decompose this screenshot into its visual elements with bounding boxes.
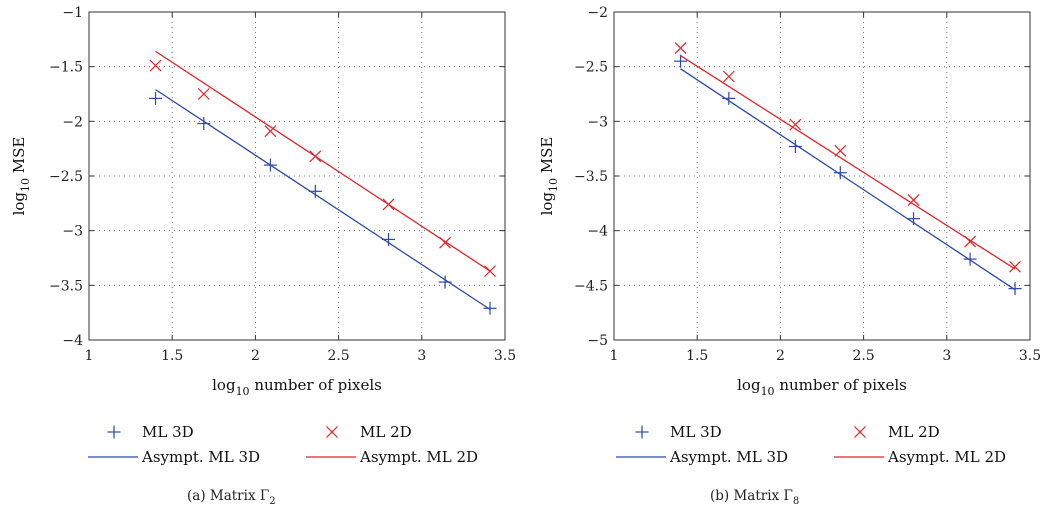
x-tick-label: 1 [610,348,619,364]
legend-label: Asympt. ML 2D [359,448,478,466]
legend-label: ML 2D [360,423,412,441]
caption-text: (b) Matrix Γ [710,488,793,504]
legend-item: Asympt. ML 2D [834,448,1006,466]
legend-item: Asympt. ML 2D [306,448,478,466]
legend-item: Asympt. ML 3D [88,448,260,466]
x-tick-label: 3.5 [1019,348,1041,364]
y-tick-label: −4.5 [574,278,608,294]
caption-text: (a) Matrix Γ [187,488,269,504]
caption-subscript: 2 [269,496,275,507]
ylabel-suffix: MSE [10,137,28,178]
legend-label: Asympt. ML 3D [669,448,788,466]
legend-marker-swatch [854,426,866,438]
series-line-asympt-ml-3d [155,89,491,310]
legend-marker-swatch [635,425,649,439]
xlabel-subscript: 10 [761,385,775,398]
panel-caption: (a) Matrix Γ2 [187,488,276,507]
data-point-ml-2d [197,88,210,100]
data-point-ml-2d [674,42,687,55]
data-point-ml-2d [907,194,920,206]
y-tick-label: −2 [587,5,608,21]
data-point-ml-3d [833,166,847,180]
y-axis-label: log10 MSE [538,137,560,216]
xlabel-suffix: number of pixels [250,376,382,394]
data-point-ml-3d [788,139,802,153]
data-point-ml-3d [674,54,688,68]
legend-marker-swatch [107,425,121,439]
ylabel-prefix: log [10,192,28,216]
y-tick-label: −3.5 [49,278,83,294]
legend-marker-swatch [326,426,338,438]
legend-item: ML 3D [635,423,722,441]
data-point-ml-2d [264,125,277,138]
x-tick-label: 3 [942,348,951,364]
ylabel-prefix: log [538,192,556,216]
legend-item: ML 2D [326,423,412,441]
legend-item: ML 3D [107,423,194,441]
y-tick-label: −3.5 [574,169,608,185]
xlabel-suffix: number of pixels [775,376,907,394]
ylabel-subscript: 10 [547,178,560,192]
caption-subscript: 8 [793,496,799,507]
xlabel-subscript: 10 [236,385,250,398]
legend-label: ML 3D [670,423,722,441]
y-tick-label: −4 [587,224,608,240]
data-point-ml-2d [1009,260,1021,273]
y-tick-label: −2.5 [574,60,608,76]
y-tick-label: −1.5 [49,60,83,76]
y-axis-label: log10 MSE [10,137,32,216]
x-axis-label: log10 number of pixels [737,376,907,398]
legend-label: Asympt. ML 3D [141,448,260,466]
legend-item: ML 2D [854,423,940,441]
y-tick-label: −2 [62,114,83,130]
legend: ML 3D ML 2D Asympt. ML 3D Asympt. ML 2D [88,423,478,466]
data-point-ml-3d [1008,282,1022,296]
xlabel-prefix: log [212,376,236,394]
data-point-ml-2d [722,70,735,83]
ylabel-subscript: 10 [19,178,32,192]
data-point-ml-3d [149,91,163,105]
ylabel-suffix: MSE [538,137,556,178]
legend-label: ML 2D [888,423,940,441]
data-point-ml-2d [149,59,162,72]
x-tick-label: 1.5 [161,348,183,364]
x-axis-label: log10 number of pixels [212,376,382,398]
series-line-asympt-ml-3d [680,68,1016,291]
x-tick-label: 2 [251,348,260,364]
xlabel-prefix: log [737,376,761,394]
legend-item: Asympt. ML 3D [616,448,788,466]
panel-caption: (b) Matrix Γ8 [710,488,799,507]
y-tick-label: −3 [587,114,608,130]
x-tick-label: 2.5 [852,348,874,364]
legend-label: Asympt. ML 2D [887,448,1006,466]
data-point-ml-2d [789,118,802,131]
legend: ML 3D ML 2D Asympt. ML 3D Asympt. ML 2D [616,423,1006,466]
x-tick-label: 3.5 [494,348,516,364]
y-tick-label: −5 [587,333,608,349]
y-tick-label: −4 [62,333,83,349]
y-tick-label: −2.5 [49,169,83,185]
x-tick-label: 2.5 [327,348,349,364]
x-tick-label: 2 [776,348,785,364]
x-tick-label: 1.5 [686,348,708,364]
y-tick-label: −1 [62,5,83,21]
data-point-ml-3d [963,252,977,266]
legend-label: ML 3D [142,423,194,441]
data-point-ml-3d [483,301,497,315]
x-tick-label: 1 [85,348,94,364]
series-line-asympt-ml-2d [680,55,1016,270]
series-line-asympt-ml-2d [155,50,491,272]
x-tick-label: 3 [417,348,426,364]
y-tick-label: −3 [62,224,83,240]
